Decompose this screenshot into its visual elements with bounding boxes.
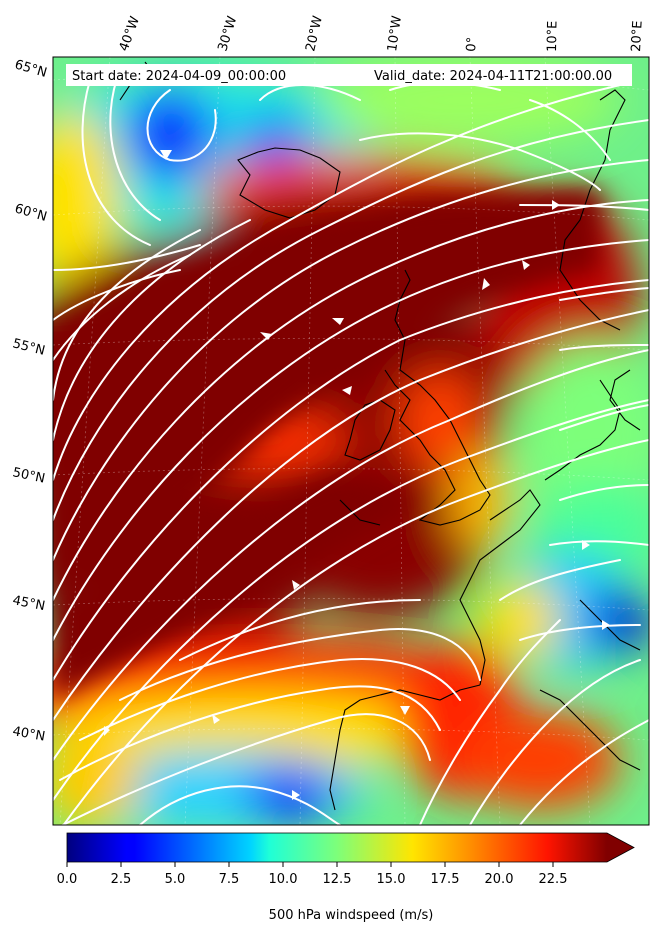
- lat-label: 40°N: [11, 724, 46, 744]
- header-strip: [66, 64, 632, 86]
- lat-label: 60°N: [13, 201, 49, 224]
- colorbar-tick-label: 15.0: [377, 872, 406, 887]
- lat-label: 50°N: [11, 465, 46, 486]
- longitude-labels: 40°W 30°W 20°W 10°W 0° 10°E 20°E: [117, 14, 646, 53]
- lon-label: 20°W: [303, 14, 326, 52]
- lon-label: 20°E: [629, 20, 646, 52]
- start-date-label: Start date: 2024-04-09_00:00:00: [72, 69, 286, 84]
- lat-label: 55°N: [11, 336, 46, 358]
- lat-label: 65°N: [13, 57, 49, 80]
- lon-label: 10°W: [385, 15, 405, 53]
- colorbar-tick-label: 2.5: [111, 872, 132, 887]
- lon-label: 30°W: [215, 14, 240, 53]
- wind-field-map: [53, 57, 649, 825]
- colorbar-tick-label: 12.5: [323, 872, 352, 887]
- streamlines: [53, 69, 649, 825]
- colorbar-tick-label: 5.0: [165, 872, 186, 887]
- colorbar-tick-label: 22.5: [539, 872, 568, 887]
- lat-label: 45°N: [11, 593, 46, 614]
- colorbar-label: 500 hPa windspeed (m/s): [269, 908, 434, 923]
- lon-label: 40°W: [117, 14, 143, 53]
- coastlines: [119, 61, 641, 811]
- colorbar-tick-label: 7.5: [219, 872, 240, 887]
- colorbar: 0.0 2.5 5.0 7.5 10.0 12.5 15.0 17.5 20.0 22.5 500…: [57, 832, 635, 923]
- lon-label: 0°: [464, 36, 480, 52]
- colorbar-tick-label: 20.0: [485, 872, 514, 887]
- valid-date-label: Valid_date: 2024-04-11T21:00:00.00: [374, 69, 612, 84]
- colorbar-tick-label: 10.0: [269, 872, 298, 887]
- colorbar-tick-label: 17.5: [431, 872, 460, 887]
- lon-label: 10°E: [545, 21, 561, 53]
- streamline-arrows: [104, 150, 610, 800]
- colorbar-tick-label: 0.0: [57, 872, 78, 887]
- colorbar-frame: [66, 832, 635, 863]
- map-frame: [52, 56, 650, 826]
- latitude-labels: 65°N 60°N 55°N 50°N 45°N 40°N: [11, 57, 49, 744]
- colorbar-extend-max: [607, 833, 634, 862]
- colorbar-ticks: 0.0 2.5 5.0 7.5 10.0 12.5 15.0 17.5 20.0 22.5: [57, 862, 568, 887]
- colorbar-gradient: [67, 833, 607, 862]
